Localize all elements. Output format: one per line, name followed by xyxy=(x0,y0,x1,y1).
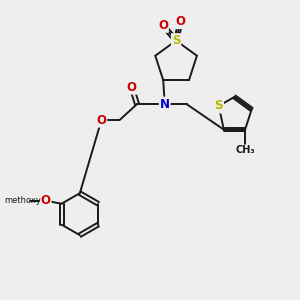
Text: O: O xyxy=(40,194,51,207)
Text: CH₃: CH₃ xyxy=(235,145,255,155)
Text: S: S xyxy=(214,100,223,112)
Text: N: N xyxy=(160,98,170,111)
Text: O: O xyxy=(176,15,185,28)
Text: O: O xyxy=(158,19,168,32)
Text: S: S xyxy=(172,34,180,47)
Text: O: O xyxy=(96,114,106,127)
Text: methoxy: methoxy xyxy=(4,196,41,205)
Text: O: O xyxy=(127,81,137,94)
